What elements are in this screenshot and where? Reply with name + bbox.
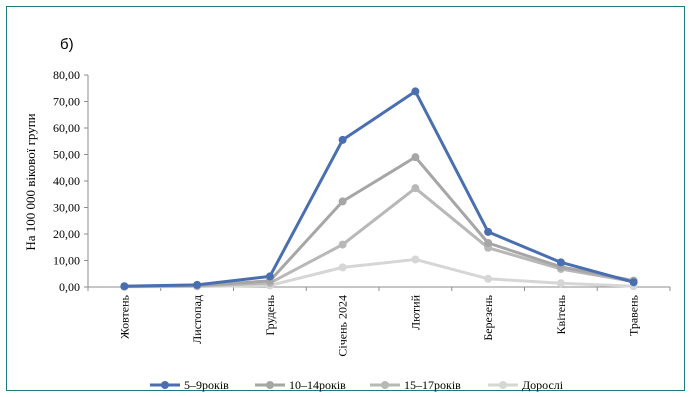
x-tick-label: Грудень — [263, 294, 277, 335]
legend-item-2: 10–14років — [255, 378, 346, 392]
series-1 — [120, 87, 638, 291]
axes: 0,00 10,00 20,00 30,00 40,00 50,00 60,00 70,00 8… — [53, 68, 671, 357]
legend-marker — [499, 381, 507, 389]
legend-label: 5–9років — [184, 378, 229, 392]
data-point — [120, 282, 129, 291]
x-tick-label: Березень — [481, 294, 495, 340]
x-tick-label: Лютий — [408, 294, 422, 330]
series-3 — [120, 184, 638, 291]
data-point — [265, 272, 274, 281]
data-point — [411, 153, 420, 162]
data-point — [338, 135, 347, 144]
x-tick-label: Жовтень — [117, 294, 131, 339]
data-point — [411, 255, 420, 264]
y-tick-label: 80,00 — [53, 68, 80, 82]
y-tick-label: 20,00 — [53, 227, 80, 241]
legend-marker — [381, 381, 389, 389]
y-tick-label: 30,00 — [53, 201, 80, 215]
legend-label: Дорослі — [522, 378, 564, 392]
y-axis-label: На 100 000 вікової групи — [23, 113, 38, 250]
data-point — [484, 227, 493, 236]
x-tick-label: Січень 2024 — [336, 295, 350, 357]
legend: 5–9років 10–14років 15–17років Дорослі — [150, 378, 564, 392]
x-tick-label: Квітень — [554, 294, 568, 334]
data-point — [556, 279, 565, 288]
y-tick-label: 70,00 — [53, 95, 80, 109]
data-point — [338, 240, 347, 249]
data-point — [629, 278, 638, 287]
legend-label: 10–14років — [289, 378, 346, 392]
legend-item-3: 15–17років — [370, 378, 461, 392]
y-tick-label: 0,00 — [59, 280, 80, 294]
data-point — [484, 274, 493, 283]
data-point — [338, 197, 347, 206]
y-tick-label: 10,00 — [53, 254, 80, 268]
data-point — [338, 263, 347, 272]
legend-label: 15–17років — [404, 378, 461, 392]
data-point — [411, 184, 420, 193]
series-2 — [120, 153, 638, 291]
legend-marker — [266, 381, 274, 389]
series-layer — [120, 87, 638, 291]
data-point — [484, 239, 493, 248]
y-tick-label: 60,00 — [53, 121, 80, 135]
legend-item-4: Дорослі — [488, 378, 564, 392]
series-line — [124, 186, 634, 288]
panel-label: б) — [60, 36, 74, 53]
series-line — [124, 89, 635, 288]
data-point — [411, 87, 420, 96]
data-point — [556, 258, 565, 267]
y-tick-label: 40,00 — [53, 174, 80, 188]
y-tick-label: 50,00 — [53, 148, 80, 162]
legend-item-1: 5–9років — [150, 378, 229, 392]
x-tick-label: Травень — [627, 294, 641, 336]
data-point — [193, 280, 202, 289]
legend-marker — [161, 381, 169, 389]
x-tick-label: Листопад — [190, 295, 204, 344]
